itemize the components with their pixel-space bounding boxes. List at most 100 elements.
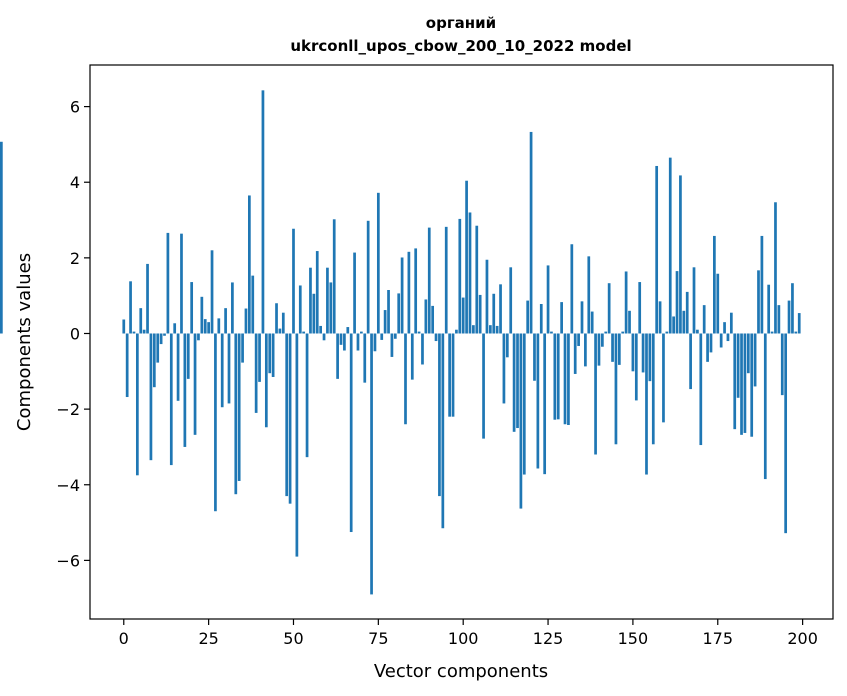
x-axis: 0 25 50 75 100 125 150 175 200 <box>119 619 818 648</box>
bar-108 <box>488 325 492 334</box>
bar-22 <box>197 333 200 341</box>
bar-58 <box>319 325 322 334</box>
bar-32 <box>231 282 234 334</box>
bar-142 <box>604 331 608 334</box>
bar-77 <box>383 310 387 334</box>
bar-48 <box>285 333 289 497</box>
bar-151 <box>634 333 638 401</box>
bar-120 <box>529 131 533 334</box>
bar-undefined <box>0 141 3 334</box>
bar-38 <box>251 275 255 334</box>
bar-191 <box>770 331 774 334</box>
bar-66 <box>346 327 350 334</box>
bar-87 <box>417 331 421 334</box>
bar-145 <box>614 333 618 445</box>
bar-14 <box>169 333 173 466</box>
bar-76 <box>380 333 384 340</box>
plot-frame <box>89 64 834 620</box>
bar-88 <box>421 333 424 365</box>
bar-153 <box>641 333 645 373</box>
bar-27 <box>214 333 217 512</box>
bar-186 <box>753 333 757 387</box>
y-tick-label: 2 <box>70 249 80 268</box>
bar-152 <box>638 282 642 334</box>
bar-40 <box>258 333 261 382</box>
bar-50 <box>292 228 295 334</box>
bar-154 <box>645 333 648 475</box>
bar-116 <box>516 333 519 429</box>
bar-136 <box>584 333 587 367</box>
bar-143 <box>607 283 611 334</box>
bar-166 <box>685 291 689 334</box>
bar-134 <box>577 333 580 346</box>
bar-71 <box>363 333 367 383</box>
bar-121 <box>533 333 536 381</box>
bar-94 <box>441 333 445 529</box>
bar-158 <box>658 301 662 334</box>
bar-26 <box>210 250 214 334</box>
bar-148 <box>624 271 628 334</box>
bar-125 <box>546 265 550 334</box>
bar-104 <box>475 225 479 334</box>
bar-167 <box>689 333 692 390</box>
bar-31 <box>227 333 231 404</box>
y-tick-label: −2 <box>56 400 80 419</box>
bar-91 <box>431 305 435 334</box>
bar-107 <box>485 259 489 334</box>
bar-161 <box>668 157 672 334</box>
bar-93 <box>438 333 441 497</box>
bar-10 <box>156 333 160 363</box>
bar-128 <box>556 333 560 420</box>
bar-11 <box>159 333 163 345</box>
bar-187 <box>757 270 760 334</box>
bar-112 <box>502 333 506 404</box>
bar-196 <box>787 300 791 334</box>
bar-81 <box>397 293 401 334</box>
bar-124 <box>543 333 547 475</box>
bar-177 <box>723 322 726 334</box>
x-tick-label: 75 <box>368 629 388 648</box>
bar-140 <box>597 333 601 366</box>
bar-179 <box>729 312 733 334</box>
bar-2 <box>129 281 132 334</box>
bar-135 <box>580 301 584 334</box>
bar-41 <box>261 90 265 334</box>
bar-126 <box>550 331 553 334</box>
bar-114 <box>509 267 513 334</box>
bar-139 <box>594 333 597 455</box>
y-axis-label: Components values <box>14 253 35 431</box>
bar-185 <box>750 333 754 437</box>
bar-190 <box>767 284 771 334</box>
bar-20 <box>190 282 194 334</box>
bar-165 <box>682 310 686 334</box>
bar-25 <box>207 322 210 334</box>
bar-21 <box>193 333 197 435</box>
bar-5 <box>139 308 143 334</box>
bar-30 <box>224 308 227 334</box>
bar-24 <box>203 319 207 334</box>
bar-111 <box>499 284 502 334</box>
bar-59 <box>322 333 326 341</box>
chart-subtitle: ukrconll_upos_cbow_200_10_2022 model <box>290 37 631 55</box>
bar-181 <box>736 333 740 398</box>
bar-100 <box>461 297 465 334</box>
bar-92 <box>434 333 438 342</box>
bar-182 <box>740 333 743 435</box>
bar-67 <box>349 333 353 533</box>
bar-69 <box>356 333 360 351</box>
bar-159 <box>662 333 665 423</box>
bar-8 <box>149 333 153 461</box>
bar-70 <box>360 331 363 334</box>
bar-51 <box>295 333 299 557</box>
bar-146 <box>617 333 621 365</box>
bar-156 <box>651 333 655 445</box>
bar-162 <box>672 316 675 334</box>
bar-39 <box>254 333 258 413</box>
bar-132 <box>570 244 574 334</box>
bar-155 <box>648 333 652 382</box>
bar-13 <box>166 232 170 334</box>
x-tick-label: 125 <box>533 629 564 648</box>
x-axis-label: Vector components <box>374 661 548 682</box>
bar-53 <box>302 331 306 334</box>
